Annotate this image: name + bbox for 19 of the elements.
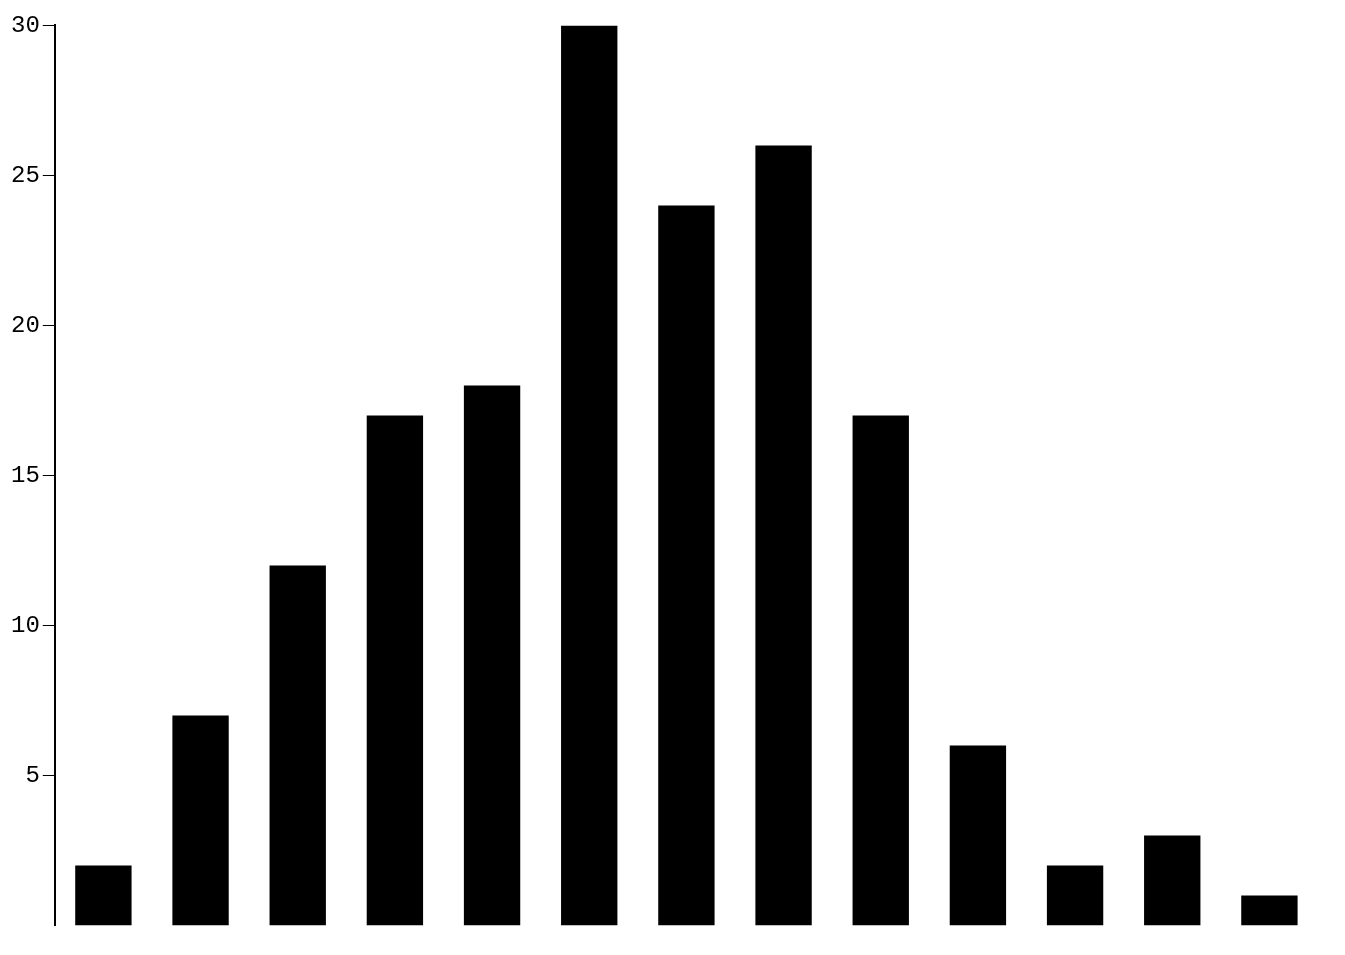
bar xyxy=(269,565,326,926)
bar xyxy=(1046,865,1104,926)
bar xyxy=(1144,835,1201,926)
bar xyxy=(755,145,812,926)
bar xyxy=(561,25,618,926)
y-tick-label: 30 xyxy=(10,11,40,39)
bar xyxy=(463,385,521,926)
y-tick-label: 15 xyxy=(10,461,40,489)
bar xyxy=(75,865,132,926)
bar xyxy=(658,205,715,926)
bar xyxy=(366,415,424,926)
y-tick-label: 25 xyxy=(10,161,40,189)
bar xyxy=(1241,895,1298,926)
y-tick-label: 10 xyxy=(10,611,40,639)
bar xyxy=(852,415,909,926)
y-tick-label: 5 xyxy=(25,761,40,789)
y-tick-label: 20 xyxy=(10,311,40,339)
bar xyxy=(949,745,1007,926)
bar xyxy=(172,715,229,926)
